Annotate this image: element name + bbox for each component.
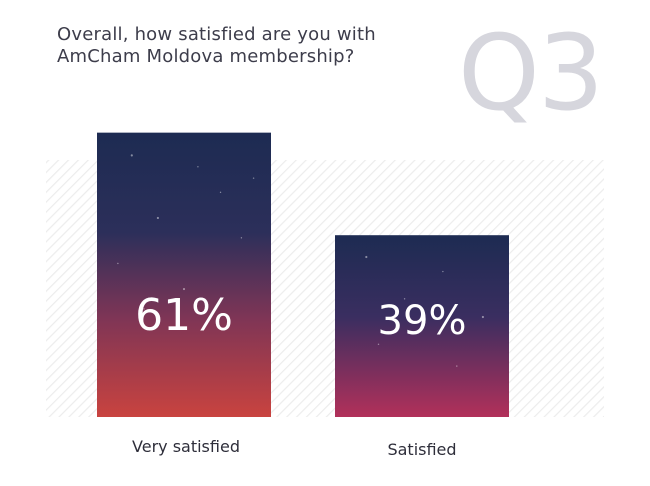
bar-star-speck [365,255,368,259]
question-number: Q3 [458,12,604,134]
bar-star-speck [130,154,133,157]
bar-star-speck [481,315,484,319]
bar-star-speck [403,298,406,300]
bar-star-speck [456,365,458,367]
bar-star-speck [197,166,199,168]
bar-very-satisfied [97,132,271,417]
bar-star-speck [442,270,444,273]
bar-value-label: 61% [135,290,233,341]
bar-satisfied [335,235,509,417]
bar-star-speck [252,177,255,179]
bar-star-speck [219,191,222,194]
bar-star-speck [143,308,145,310]
chart-title: Overall, how satisfied are you with AmCh… [57,24,376,67]
bar-star-speck [377,343,380,345]
labels-layer: 61% Very satisfied 39% Satisfied [132,290,466,459]
bar-star-speck [240,237,243,239]
bar-value-label: 39% [378,298,467,344]
bars-layer [97,132,509,417]
bar-star-speck [182,287,186,291]
bar-star-speck [117,262,119,265]
category-label: Satisfied [387,440,456,459]
bar-star-speck [156,216,159,220]
category-label: Very satisfied [132,437,240,456]
